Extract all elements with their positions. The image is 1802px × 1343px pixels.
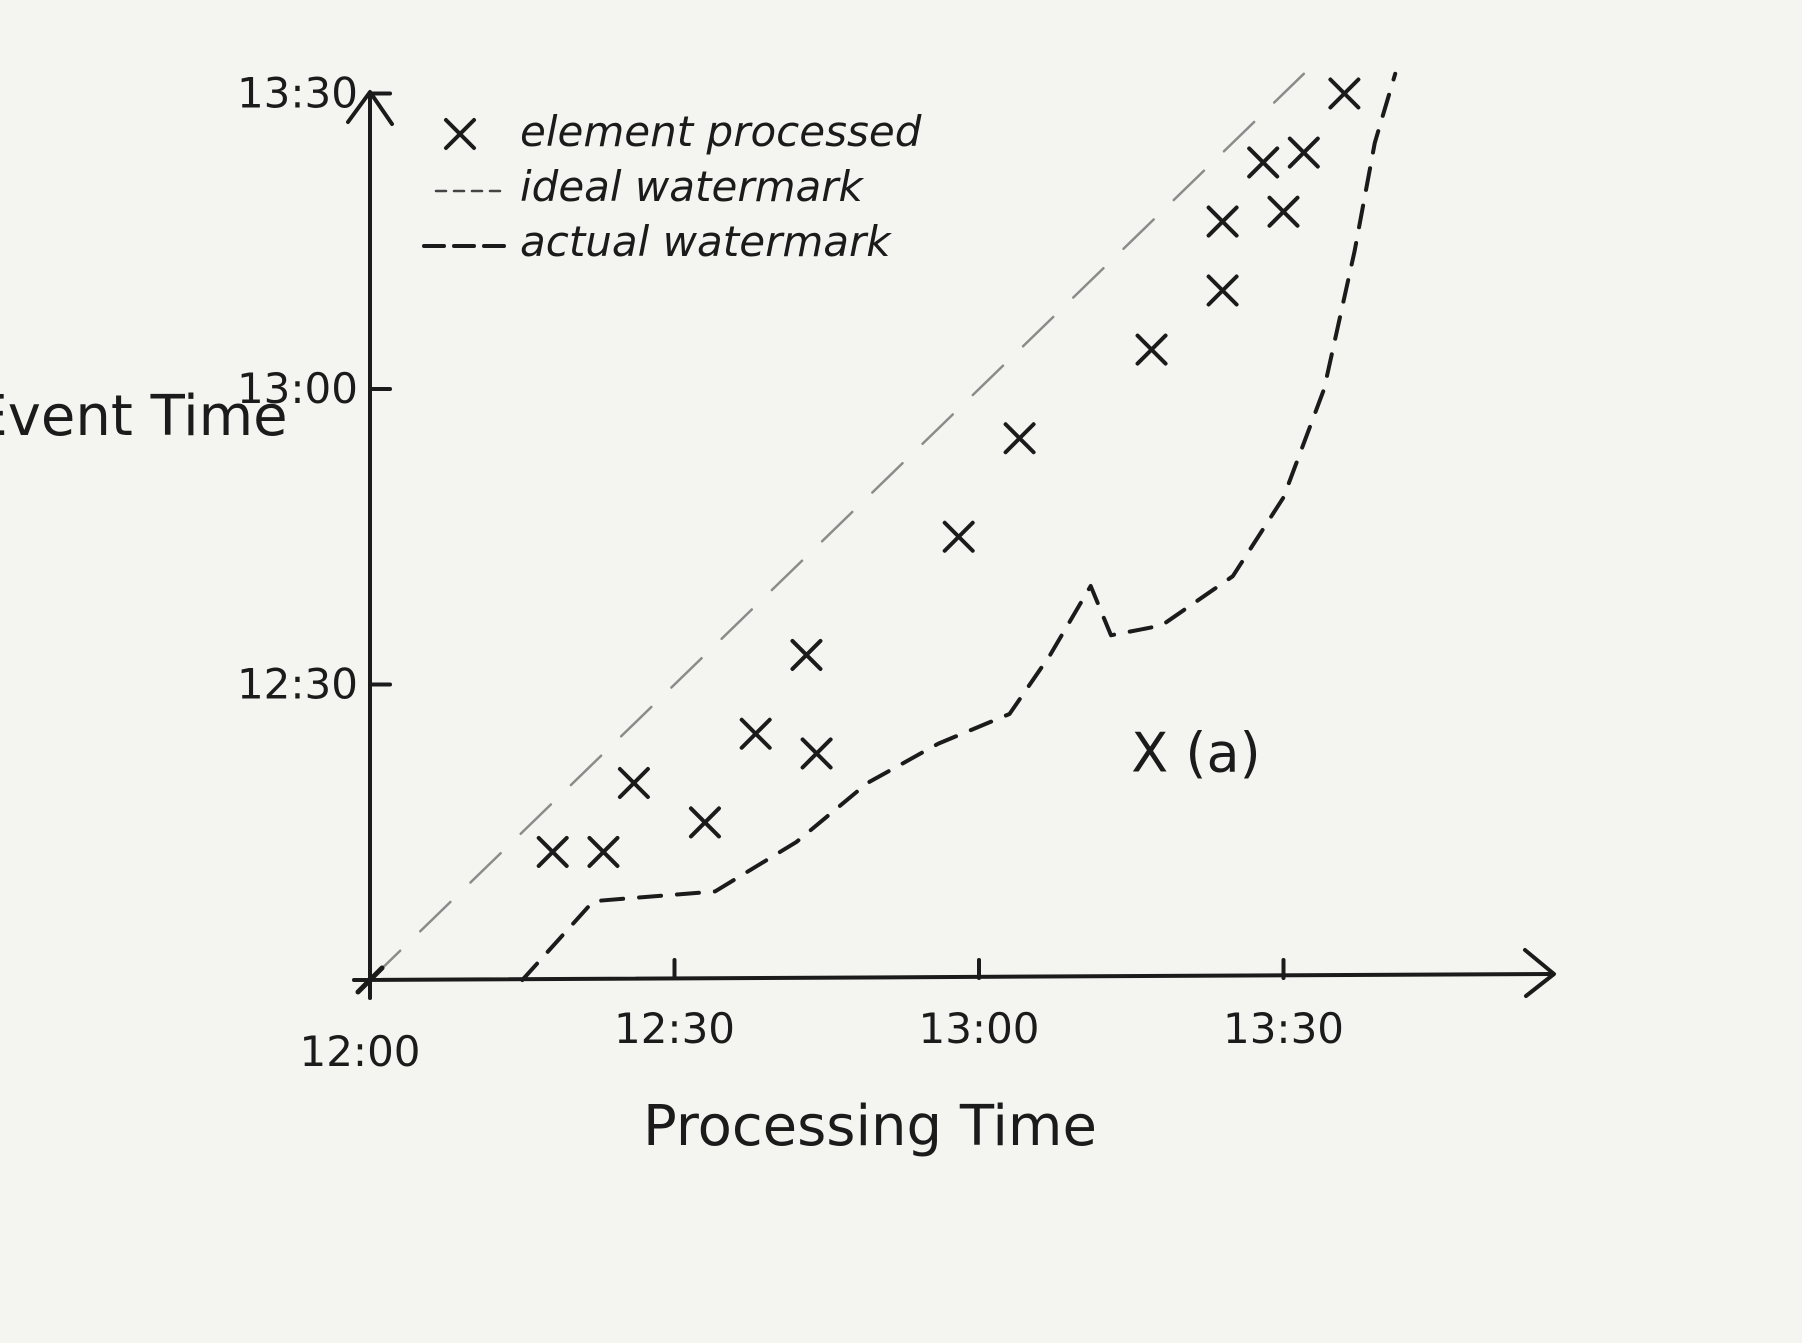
y-tick-label: 13:30 [237,69,358,118]
element-point [1267,195,1300,228]
element-point [800,737,833,770]
x-tick-label: 12:30 [614,1004,735,1053]
actual-watermark-layer [520,71,1398,982]
legend-layer: element processed ideal watermark actual w… [422,107,922,266]
legend-marker [444,118,476,150]
element-point [1003,422,1036,455]
x-tick-label: 13:00 [918,1004,1039,1053]
y-axis-title: Event Time [0,384,288,449]
element-point [1287,136,1320,169]
axes-layer [346,90,1556,1000]
ideal-watermark-layer [368,72,1306,982]
actual-watermark-line [520,71,1398,982]
x-tick-label: 13:30 [1223,1004,1344,1053]
legend-item: actual watermark [422,217,892,266]
legend-item: element processed [444,107,922,156]
annotation-label: X (a) [1131,721,1260,784]
element-point [617,767,650,799]
y-tick-label: 12:30 [237,660,358,709]
ideal-watermark-line [368,72,1306,982]
labels-layer: 12:00 12:30 13:00 13:30 12:30 13:00 13:30 Proce… [0,69,1344,1160]
legend-item: ideal watermark [434,162,865,211]
y-tick-label: 13:00 [237,364,358,413]
element-point [1247,146,1280,179]
element-point [1135,333,1168,366]
origin-mark [355,965,385,995]
x-axis-title: Processing Time [643,1094,1097,1159]
x-axis-arrowhead [1523,948,1556,998]
element-point [790,638,823,671]
legend-label: ideal watermark [520,162,865,211]
element-point [1206,205,1239,238]
element-point [1328,77,1361,110]
legend-label: actual watermark [520,217,892,266]
element-point [536,835,569,868]
x-tick-label: 12:00 [299,1027,420,1076]
x-axis-line [352,972,1554,982]
element-point [688,806,721,839]
element-point [1206,274,1239,307]
element-point [587,835,620,868]
element-point [942,520,975,553]
legend-label: element processed [520,107,922,156]
element-point [739,717,772,750]
element-points-layer [536,77,1361,868]
